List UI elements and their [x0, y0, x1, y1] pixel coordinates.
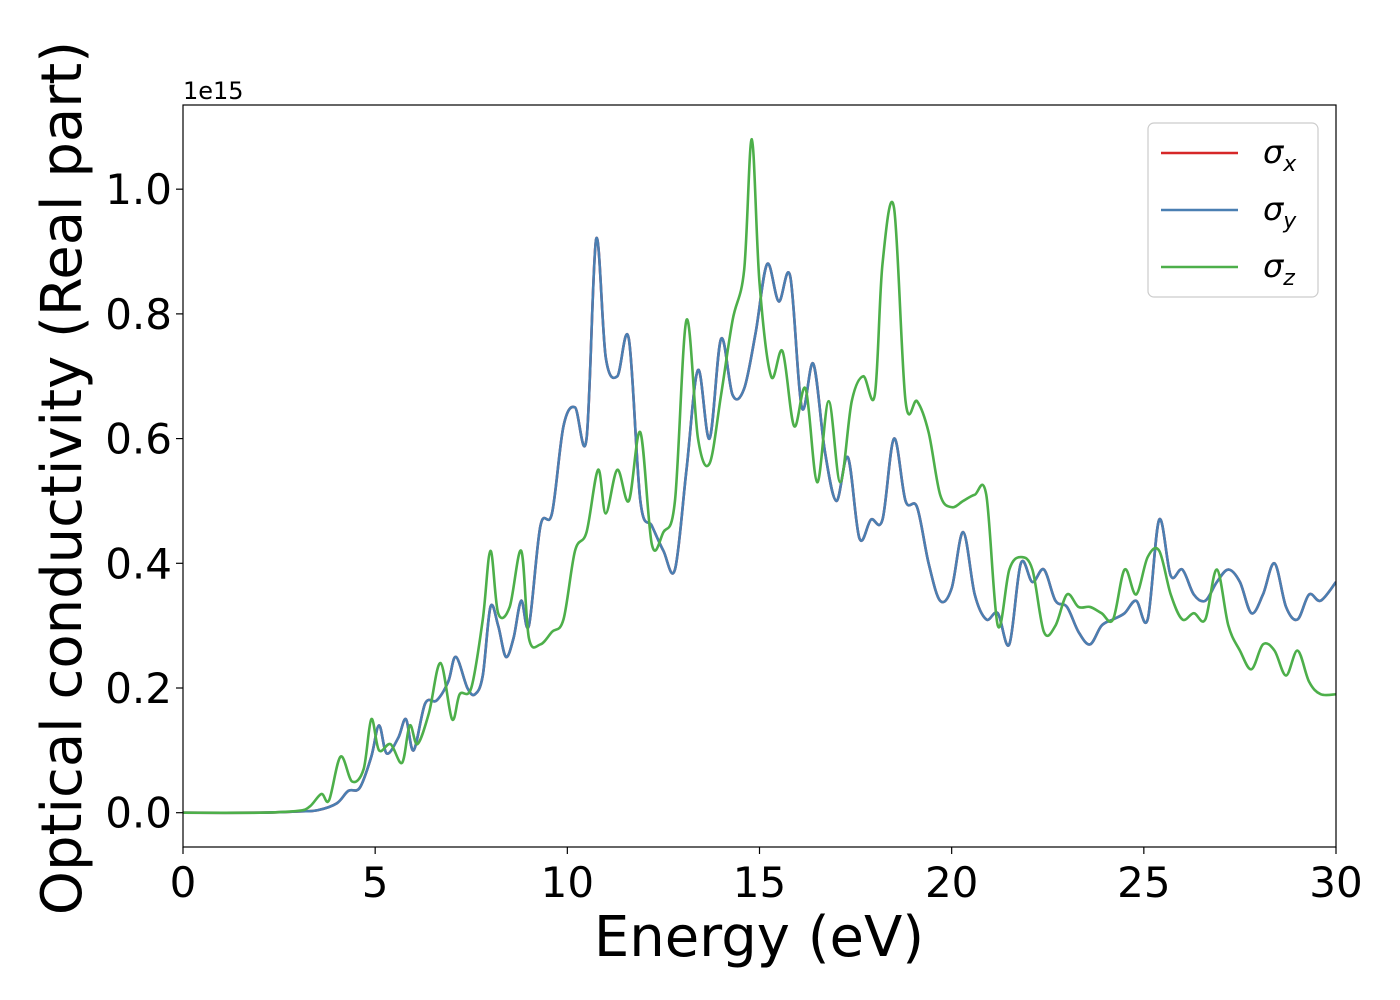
x-tick-label: 25 — [1117, 858, 1170, 907]
series-layer — [183, 137, 1336, 815]
x-tick-label: 20 — [925, 858, 978, 907]
x-axis-label: Energy (eV) — [594, 905, 924, 970]
y-tick-label: 0.0 — [105, 789, 172, 838]
x-tick-label: 30 — [1309, 858, 1362, 907]
legend: σx σy σz — [1147, 122, 1319, 298]
y-tick-label: 0.4 — [105, 539, 172, 588]
y-tick-label: 0.8 — [105, 290, 172, 339]
legend-label-x: σx — [1263, 133, 1297, 177]
legend-label-z: σz — [1263, 247, 1295, 291]
y-offset-text: 1e15 — [183, 77, 244, 105]
y-tick-label: 0.2 — [105, 664, 172, 713]
x-tick-label: 10 — [541, 858, 594, 907]
x-tick-label: 15 — [733, 858, 786, 907]
x-axis-ticks: 0 5 10 15 20 25 30 — [170, 847, 1363, 907]
legend-label-y: σy — [1263, 190, 1297, 234]
y-tick-label: 0.6 — [105, 415, 172, 464]
x-tick-label: 0 — [170, 858, 197, 907]
y-axis-ticks: 0.0 0.2 0.4 0.6 0.8 1.0 — [105, 165, 183, 838]
series-line-y — [183, 236, 1336, 815]
x-tick-label: 5 — [362, 858, 389, 907]
y-axis-label: Optical conductivity (Real part) — [30, 41, 95, 915]
series-line-z — [183, 137, 1336, 815]
y-tick-label: 1.0 — [105, 165, 172, 214]
